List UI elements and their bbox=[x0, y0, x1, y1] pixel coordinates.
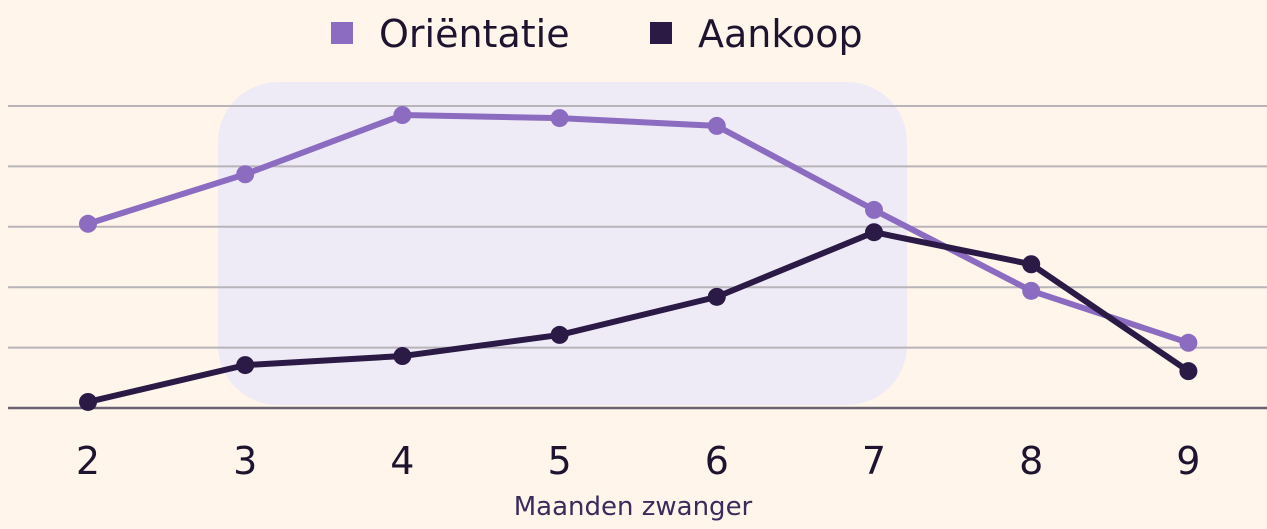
data-point bbox=[79, 392, 97, 411]
data-point bbox=[1022, 281, 1041, 300]
data-point bbox=[865, 200, 883, 219]
data-point bbox=[1179, 333, 1198, 352]
data-point bbox=[1179, 362, 1198, 381]
highlight-region bbox=[218, 82, 907, 405]
x-tick-label: 2 bbox=[76, 439, 100, 483]
legend-label: Aankoop bbox=[698, 12, 863, 56]
x-tick-label: 3 bbox=[233, 439, 257, 483]
series-line bbox=[87, 112, 1190, 346]
data-point bbox=[236, 356, 255, 375]
data-point bbox=[393, 106, 412, 125]
legend-swatch bbox=[650, 22, 672, 44]
data-point bbox=[236, 165, 255, 184]
x-tick-label: 4 bbox=[390, 439, 414, 483]
data-point bbox=[865, 223, 883, 242]
data-point bbox=[707, 116, 726, 135]
data-point bbox=[707, 287, 726, 306]
x-tick-label: 9 bbox=[1176, 439, 1200, 483]
x-tick-label: 8 bbox=[1019, 439, 1043, 483]
legend-label: Oriëntatie bbox=[379, 12, 570, 56]
x-tick-label: 5 bbox=[548, 439, 572, 483]
data-point bbox=[79, 214, 97, 233]
x-tick-label: 6 bbox=[705, 439, 729, 483]
legend-swatch bbox=[331, 22, 353, 44]
data-point bbox=[550, 109, 569, 128]
data-point bbox=[1022, 255, 1041, 274]
series-line bbox=[87, 229, 1191, 405]
data-point bbox=[550, 325, 569, 344]
x-axis-label: Maanden zwanger bbox=[514, 492, 753, 522]
data-point bbox=[393, 347, 412, 366]
x-tick-label: 7 bbox=[862, 439, 886, 483]
